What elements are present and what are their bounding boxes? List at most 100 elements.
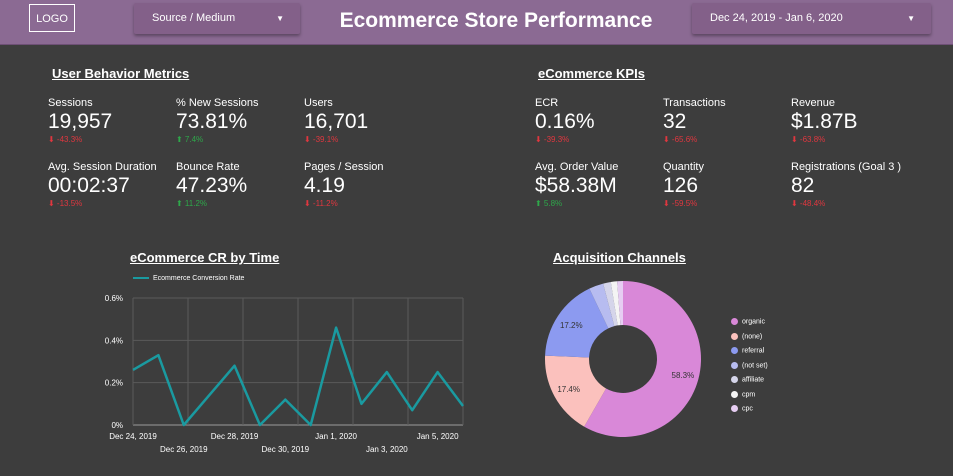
metric-value: 00:02:37 (48, 174, 130, 197)
metric-label: Revenue (791, 97, 836, 109)
slice-label: 58.3% (672, 371, 695, 380)
metric-value: 16,701 (304, 110, 369, 133)
header-bar: LOGO Source / Medium ▼ Ecommerce Store P… (0, 0, 953, 45)
slice-affiliate (603, 281, 618, 327)
metric-label: Transactions (663, 97, 726, 109)
metric-label: Bounce Rate (176, 161, 240, 173)
metric-value: 47.23% (176, 174, 248, 197)
metric-sessions: Sessions 19,957 ⬇ -43.3% (48, 97, 112, 144)
legend-label: referral (742, 347, 765, 355)
x-tick-label: Dec 24, 2019 (109, 432, 157, 441)
line-chart-legend: Ecommerce Conversion Rate (133, 275, 244, 282)
metric-ecr: ECR 0.16% ⬇ -39.3% (535, 97, 595, 144)
metric-delta: ⬇ -59.5% (663, 199, 698, 208)
y-tick-label: 0.2% (105, 379, 123, 388)
ecommerce-kpis-title: eCommerce KPIs (538, 66, 645, 81)
slice-referral (545, 288, 609, 358)
legend-item: cpm (731, 390, 756, 398)
metric-label: Pages / Session (304, 161, 384, 173)
metric-delta: ⬇ -43.3% (48, 135, 83, 144)
metric-value: 82 (791, 174, 815, 197)
legend-dot (731, 347, 738, 354)
legend-label: cpc (742, 405, 753, 413)
metric-delta: ⬇ -11.2% (304, 199, 338, 208)
x-tick-label: Dec 26, 2019 (160, 445, 208, 454)
y-tick-label: 0% (111, 421, 123, 430)
metric-avg-session-duration: Avg. Session Duration 00:02:37 ⬇ -13.5% (48, 161, 157, 208)
legend-swatch (133, 277, 149, 280)
slice-label: 17.4% (557, 385, 580, 394)
metric-label: Registrations (Goal 3 ) (791, 161, 902, 173)
metric-value: $58.38M (535, 174, 617, 197)
metric-label: Avg. Session Duration (48, 161, 157, 173)
source-medium-label: Source / Medium (152, 12, 236, 24)
metric-value: 73.81% (176, 110, 248, 133)
metric-new-sessions: % New Sessions 73.81% ⬆ 7.4% (176, 97, 259, 144)
legend-dot (731, 318, 738, 325)
metric-delta: ⬆ 7.4% (176, 135, 204, 144)
metric-users: Users 16,701 ⬇ -39.1% (304, 97, 368, 144)
series-line (132, 326, 465, 427)
metric-value: 0.16% (535, 110, 595, 133)
metric-value: 4.19 (304, 174, 345, 197)
legend-item: (not set) (731, 361, 768, 369)
legend-label: affiliate (742, 376, 765, 384)
metric-value: 32 (663, 110, 687, 133)
cr-by-time-title: eCommerce CR by Time (130, 250, 280, 265)
acquisition-channels-title: Acquisition Channels (553, 250, 686, 265)
y-tick-label: 0.6% (105, 294, 123, 303)
legend-label: Ecommerce Conversion Rate (153, 275, 245, 282)
legend-label: (none) (742, 332, 763, 340)
legend-label: (not set) (742, 361, 768, 369)
y-tick-label: 0.4% (105, 336, 123, 345)
metric-label: % New Sessions (176, 97, 259, 109)
metric-delta: ⬇ -65.6% (663, 135, 698, 144)
metric-registrations: Registrations (Goal 3 ) 82 ⬇ -48.4% (791, 161, 901, 208)
metric-label: ECR (535, 97, 559, 109)
metric-avg-order-value: Avg. Order Value $58.38M ⬆ 5.8% (535, 161, 618, 208)
slice-notset (589, 283, 615, 329)
date-range-picker[interactable]: Dec 24, 2019 - Jan 6, 2020 ▼ (692, 3, 931, 34)
source-medium-dropdown[interactable]: Source / Medium ▼ (134, 3, 300, 34)
legend-dot (731, 376, 738, 383)
logo: LOGO (29, 4, 75, 32)
metric-quantity: Quantity 126 ⬇ -59.5% (663, 161, 704, 208)
metric-delta: ⬇ -48.4% (791, 199, 826, 208)
legend-item: cpc (731, 405, 753, 412)
chevron-down-icon: ▼ (907, 14, 915, 23)
metric-delta: ⬇ -63.8% (791, 135, 826, 144)
legend-dot (731, 390, 738, 398)
metric-delta: ⬆ 5.8% (535, 199, 563, 208)
slice-none (545, 355, 607, 427)
metric-transactions: Transactions 32 ⬇ -65.6% (663, 97, 726, 144)
x-tick-label: Dec 28, 2019 (211, 432, 259, 441)
metric-pages-per-session: Pages / Session 4.19 ⬇ -11.2% (304, 161, 384, 208)
metric-delta: ⬆ 11.2% (176, 199, 208, 208)
date-range-label: Dec 24, 2019 - Jan 6, 2020 (710, 12, 843, 24)
metric-delta: ⬇ -39.1% (304, 135, 339, 144)
legend-item: (none) (731, 332, 763, 340)
metric-label: Avg. Order Value (535, 161, 619, 173)
metric-delta: ⬇ -39.3% (535, 135, 570, 144)
legend-label: organic (742, 318, 765, 326)
slice-cpc (617, 281, 623, 326)
legend-dot (731, 405, 738, 412)
x-tick-label: Jan 5, 2020 (417, 432, 459, 441)
legend-label: cpm (742, 390, 756, 398)
slice-organic (584, 281, 702, 437)
metric-revenue: Revenue $1.87B ⬇ -63.8% (791, 97, 858, 144)
metric-delta: ⬇ -13.5% (48, 199, 83, 208)
legend-dot (731, 361, 738, 369)
user-behavior-title: User Behavior Metrics (52, 66, 190, 81)
metric-value: 126 (663, 174, 699, 197)
legend-item: affiliate (731, 376, 764, 383)
legend-dot (731, 332, 738, 340)
page-title: Ecommerce Store Performance (339, 9, 653, 32)
legend-item: organic (731, 318, 765, 325)
metric-value: 19,957 (48, 110, 113, 133)
metric-label: Quantity (663, 161, 704, 173)
x-tick-label: Dec 30, 2019 (262, 445, 310, 454)
slice-cpm (610, 281, 621, 326)
slice-label: 17.2% (560, 321, 583, 330)
metric-bounce-rate: Bounce Rate 47.23% ⬆ 11.2% (176, 161, 247, 208)
